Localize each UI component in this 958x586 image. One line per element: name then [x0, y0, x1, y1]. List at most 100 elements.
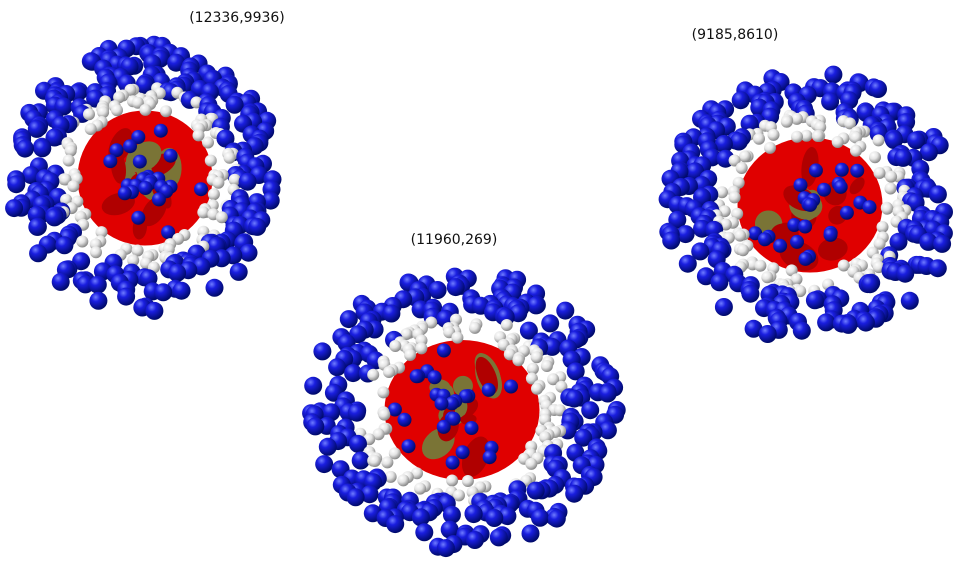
atom	[839, 316, 857, 334]
figure: (12336,9936) (11960,269) (9185,8610)	[0, 0, 958, 586]
atom	[790, 235, 804, 249]
atom	[397, 474, 409, 486]
atom	[710, 273, 728, 291]
atom	[773, 239, 787, 253]
atom	[160, 105, 172, 117]
atom	[565, 485, 583, 503]
atom	[525, 458, 537, 470]
atom	[205, 155, 217, 167]
atom	[63, 155, 75, 167]
atom	[877, 221, 889, 233]
atom	[920, 143, 938, 161]
atom	[781, 116, 793, 128]
atom	[386, 515, 404, 533]
atom	[248, 218, 266, 236]
atom	[447, 278, 465, 296]
atom	[123, 139, 137, 153]
atom	[428, 370, 442, 384]
atom	[415, 523, 433, 541]
atom	[173, 282, 191, 300]
atom	[869, 80, 887, 98]
atom	[89, 292, 107, 310]
atom	[821, 93, 839, 111]
atom	[206, 279, 224, 297]
atom	[415, 342, 427, 354]
atom	[5, 199, 23, 217]
atom	[414, 483, 426, 495]
atom	[33, 139, 51, 157]
atom	[456, 445, 470, 459]
atom	[304, 377, 322, 395]
atom	[933, 235, 951, 253]
atom	[599, 385, 617, 403]
atom	[812, 130, 824, 142]
atom	[377, 386, 389, 398]
atom	[446, 475, 458, 487]
atom	[734, 230, 746, 242]
atom	[840, 206, 854, 220]
atom	[240, 244, 258, 262]
atom	[824, 228, 838, 242]
atom	[817, 183, 831, 197]
atom	[446, 456, 460, 470]
atom	[501, 319, 513, 331]
atom	[490, 528, 508, 546]
atom	[382, 305, 400, 323]
atom	[352, 452, 370, 470]
atom	[164, 149, 178, 163]
atom	[194, 182, 208, 196]
atom	[410, 369, 424, 383]
atom	[435, 397, 449, 411]
atom	[739, 150, 751, 162]
atom	[197, 206, 209, 218]
atom	[378, 409, 390, 421]
atom	[730, 133, 748, 151]
atom	[328, 358, 346, 376]
atom	[861, 275, 879, 293]
atom	[224, 152, 236, 164]
atom	[398, 413, 412, 427]
page: {"structures": [{"label": "(12336,9936)"…	[0, 0, 958, 586]
atom	[715, 298, 733, 316]
atom	[548, 510, 566, 528]
atom	[754, 260, 766, 272]
atom	[139, 104, 151, 116]
atom	[16, 140, 34, 158]
atom	[556, 302, 574, 320]
atom	[741, 285, 759, 303]
atom	[315, 455, 333, 473]
atom	[541, 314, 559, 332]
atom	[759, 325, 777, 343]
atom	[531, 351, 543, 363]
atom	[483, 450, 497, 464]
atom	[145, 302, 163, 320]
atom	[7, 175, 25, 193]
atom	[319, 438, 337, 456]
atom	[834, 180, 848, 194]
atom	[347, 488, 365, 506]
atom	[76, 236, 88, 248]
structure-label: (12336,9936)	[189, 10, 285, 26]
atom	[462, 475, 474, 487]
atom	[212, 177, 224, 189]
atom	[340, 310, 358, 328]
atom	[531, 509, 549, 527]
atom	[437, 344, 451, 358]
atom	[737, 244, 749, 256]
atom	[412, 508, 430, 526]
structures	[5, 36, 953, 557]
atom	[154, 283, 172, 301]
atom	[383, 366, 395, 378]
atom	[466, 531, 484, 549]
atom	[103, 154, 117, 168]
atom	[850, 145, 862, 157]
atom	[154, 124, 168, 138]
atom	[565, 390, 583, 408]
atom	[138, 181, 152, 195]
structure-label: (9185,8610)	[692, 27, 779, 43]
atom	[794, 178, 808, 192]
atom	[863, 200, 877, 214]
atom	[451, 332, 463, 344]
atom	[90, 246, 102, 258]
atom	[485, 509, 503, 527]
